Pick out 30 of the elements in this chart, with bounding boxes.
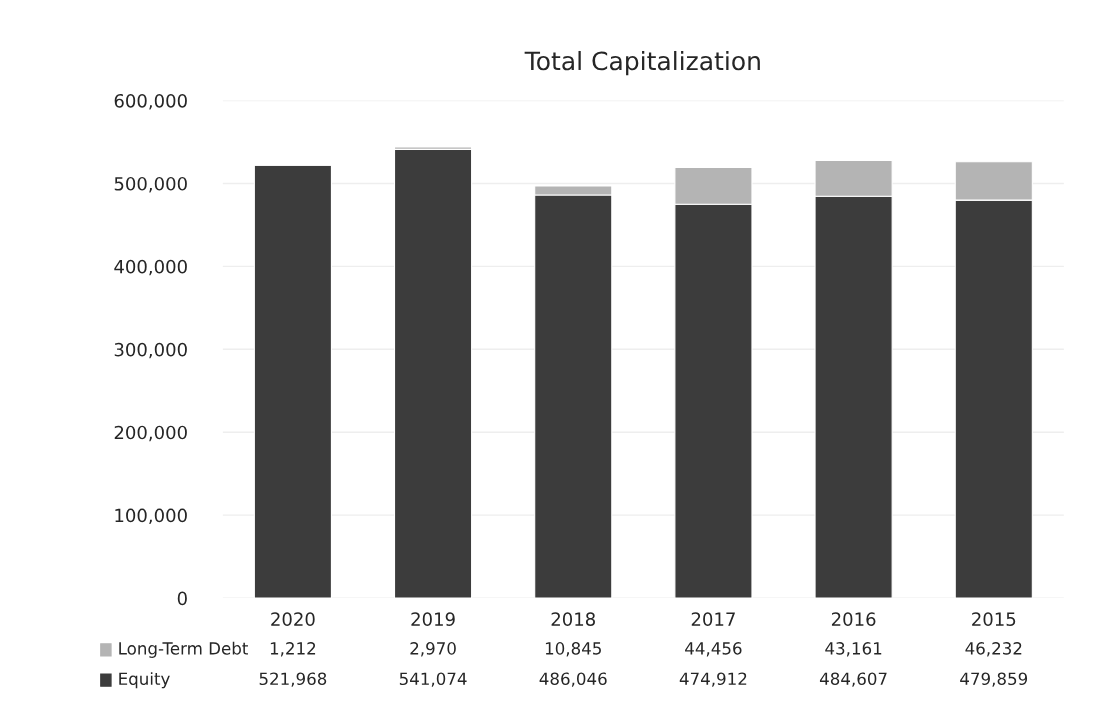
bar bbox=[253, 164, 332, 599]
x-tick-label: 2020 bbox=[271, 612, 315, 626]
x-tick-label: 2019 bbox=[411, 612, 455, 626]
x-tick-label: 2016 bbox=[831, 612, 876, 626]
data-label: 521,968 bbox=[259, 672, 327, 687]
data-label: 2,970 bbox=[410, 642, 456, 657]
y-tick-label: 400,000 bbox=[114, 259, 187, 276]
x-tick-label: 2015 bbox=[972, 612, 1016, 626]
x-tick-label: 2018 bbox=[551, 612, 595, 626]
data-label: 484,607 bbox=[819, 672, 887, 687]
bar bbox=[393, 148, 473, 599]
data-label: 10,845 bbox=[545, 642, 601, 657]
y-tick-label: 500,000 bbox=[114, 176, 187, 193]
y-tick-label: 200,000 bbox=[114, 425, 187, 442]
y-tick-label: 100,000 bbox=[115, 508, 187, 525]
data-label: 479,859 bbox=[960, 672, 1028, 687]
data-label: 44,456 bbox=[685, 642, 742, 657]
data-label: 486,046 bbox=[539, 672, 607, 687]
y-tick-label: 0 bbox=[177, 591, 187, 606]
data-label: 43,161 bbox=[825, 642, 882, 657]
data-label: 1,212 bbox=[270, 642, 316, 657]
y-tick-label: 300,000 bbox=[114, 342, 187, 359]
data-label: 474,912 bbox=[679, 672, 747, 687]
legend-label: Equity bbox=[119, 672, 170, 689]
data-label: 541,074 bbox=[399, 672, 467, 687]
data-label: 46,232 bbox=[965, 642, 1022, 657]
y-tick-label: 600,000 bbox=[114, 93, 187, 110]
x-tick-label: 2017 bbox=[691, 612, 735, 626]
chart-title: Total Capitalization bbox=[524, 50, 760, 76]
legend-label: Long-Term Debt bbox=[119, 641, 248, 658]
